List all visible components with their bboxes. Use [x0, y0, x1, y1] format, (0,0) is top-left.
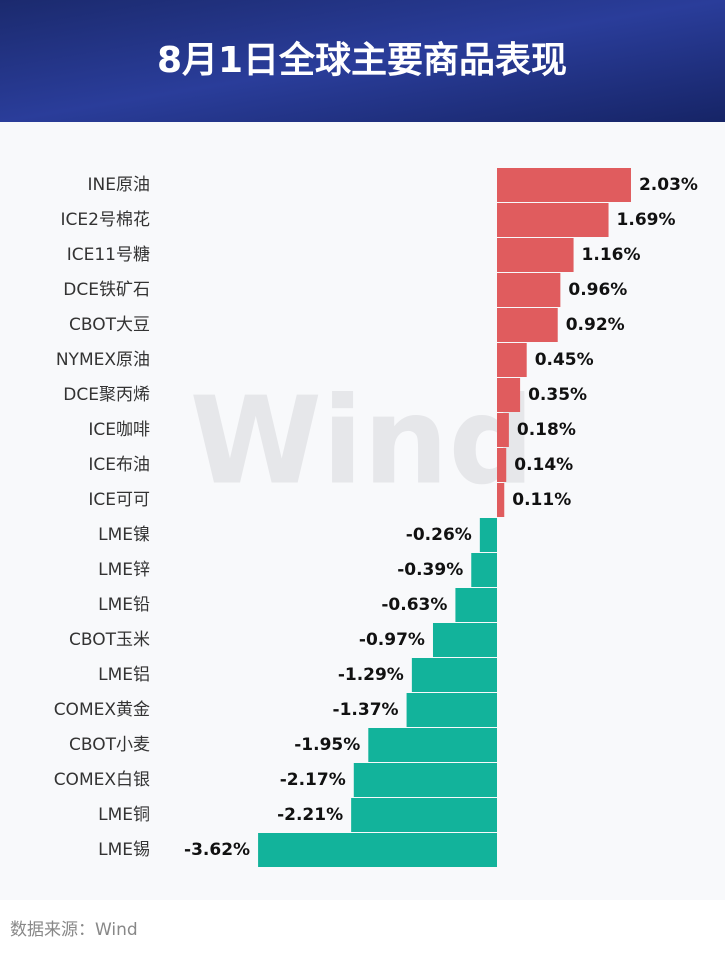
value-label: 0.92%: [566, 315, 625, 335]
category-label: LME铝: [98, 665, 150, 685]
category-label: LME锌: [98, 560, 150, 580]
bar: [411, 658, 497, 692]
category-label: LME镍: [98, 525, 150, 545]
value-label: -2.21%: [277, 805, 343, 825]
value-label: -0.26%: [406, 525, 472, 545]
value-label: -1.37%: [333, 700, 399, 720]
header-banner: [0, 0, 725, 122]
bar: [497, 308, 558, 342]
bar: [497, 483, 505, 517]
category-label: COMEX白银: [54, 770, 150, 790]
bar: [497, 168, 631, 202]
value-label: -1.95%: [294, 735, 360, 755]
category-label: DCE铁矿石: [63, 280, 150, 300]
bar: [497, 448, 507, 482]
bar: [497, 203, 609, 237]
value-label: 2.03%: [639, 175, 698, 195]
bar: [351, 798, 497, 832]
bar: [353, 763, 497, 797]
value-label: 0.18%: [517, 420, 576, 440]
value-label: -3.62%: [184, 840, 250, 860]
category-label: NYMEX原油: [56, 350, 150, 370]
bar: [497, 413, 509, 447]
category-label: ICE2号棉花: [61, 210, 150, 230]
value-label: 1.16%: [582, 245, 641, 265]
source-note: 数据来源：Wind: [10, 920, 138, 940]
category-label: DCE聚丙烯: [63, 385, 150, 405]
bar: [258, 833, 497, 867]
value-label: 0.14%: [514, 455, 573, 475]
bar: [406, 693, 497, 727]
category-label: CBOT大豆: [69, 315, 150, 335]
category-label: ICE可可: [88, 490, 150, 510]
chart-title: 8月1日全球主要商品表现: [157, 39, 567, 81]
category-label: LME铅: [98, 595, 150, 615]
value-label: 0.96%: [568, 280, 627, 300]
category-label: COMEX黄金: [54, 700, 150, 720]
value-label: 0.35%: [528, 385, 587, 405]
bar: [368, 728, 497, 762]
category-label: ICE咖啡: [88, 420, 150, 440]
value-label: 0.11%: [512, 490, 571, 510]
value-label: -0.63%: [381, 595, 447, 615]
value-label: -2.17%: [280, 770, 346, 790]
category-label: CBOT小麦: [69, 735, 150, 755]
bar: [497, 378, 521, 412]
bar: [471, 553, 497, 587]
bar: [455, 588, 497, 622]
category-label: LME锡: [98, 840, 150, 860]
category-label: ICE11号糖: [67, 245, 150, 265]
value-label: 0.45%: [535, 350, 594, 370]
value-label: -0.39%: [397, 560, 463, 580]
bar: [497, 238, 574, 272]
bar: [497, 273, 561, 307]
category-label: CBOT玉米: [69, 630, 150, 650]
bar: [479, 518, 497, 552]
bar: [432, 623, 497, 657]
category-label: LME铜: [98, 805, 150, 825]
bar: [497, 343, 527, 377]
watermark: Wind: [190, 373, 535, 512]
value-label: -0.97%: [359, 630, 425, 650]
category-label: ICE布油: [88, 455, 150, 475]
value-label: -1.29%: [338, 665, 404, 685]
value-label: 1.69%: [617, 210, 676, 230]
category-label: INE原油: [88, 175, 150, 195]
